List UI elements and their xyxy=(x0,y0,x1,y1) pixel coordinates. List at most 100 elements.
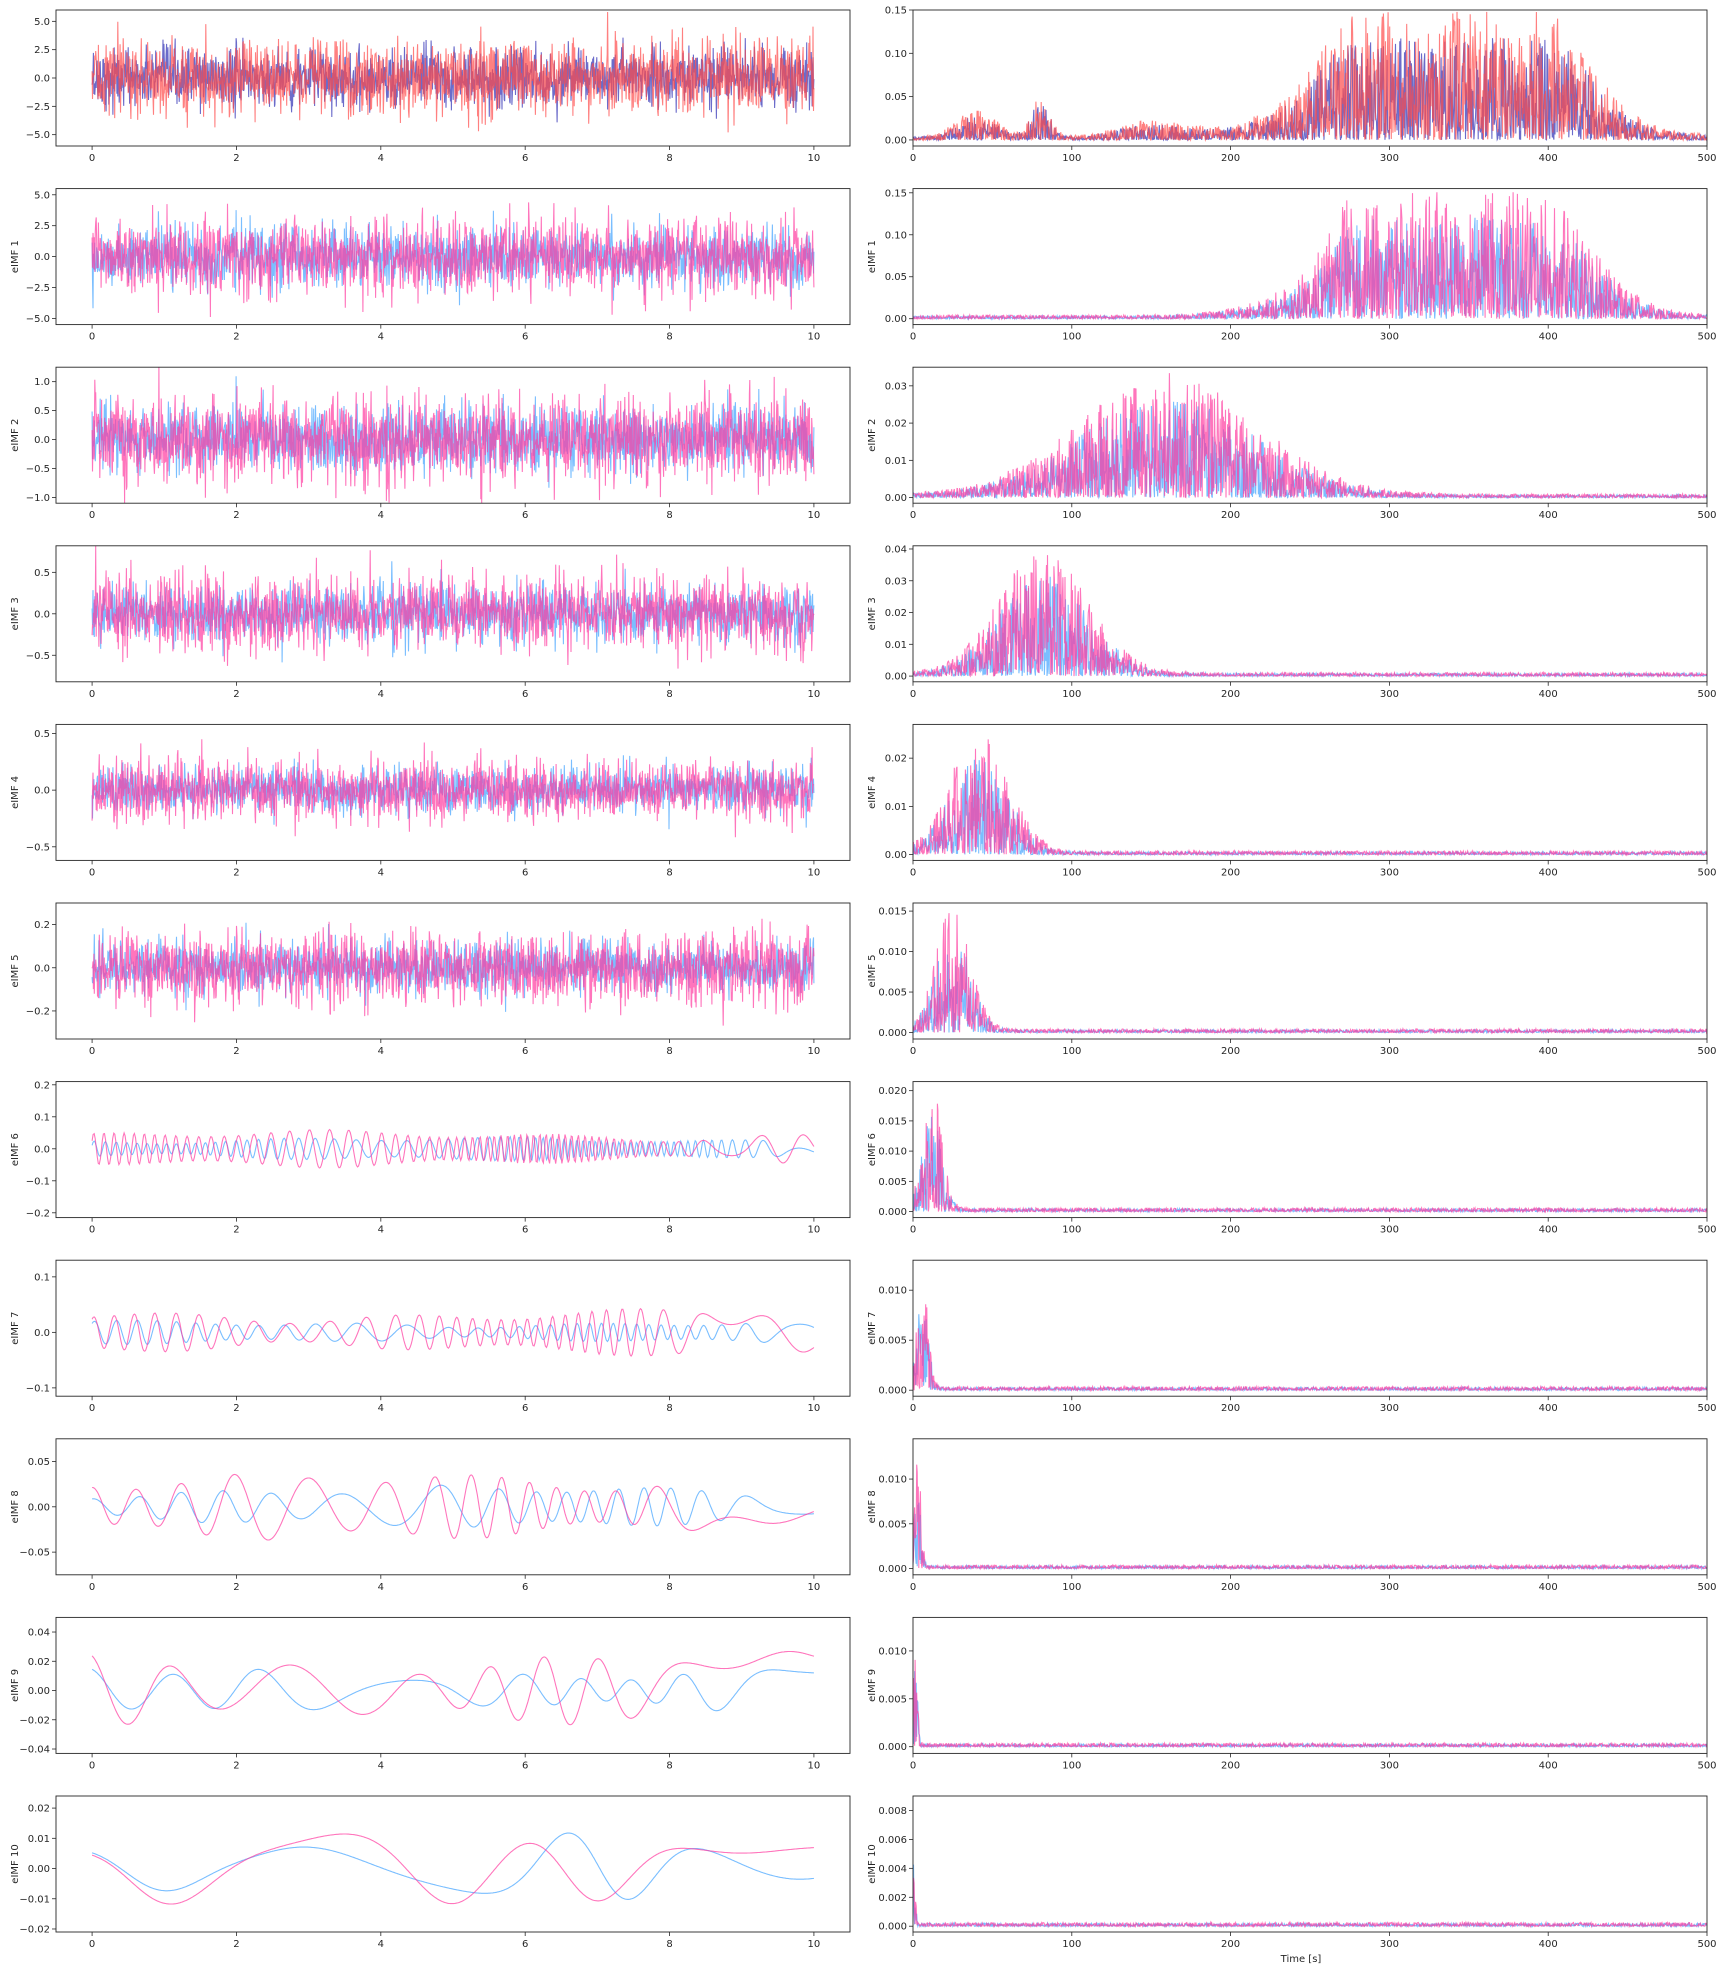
y-tick-label: 0.000 xyxy=(878,1386,907,1397)
axes-frame xyxy=(912,1438,1708,1576)
x-tick-label: 0 xyxy=(89,1046,95,1057)
x-tick-label: 200 xyxy=(1221,153,1240,164)
x-tick-label: 10 xyxy=(808,153,821,164)
x-tick-label: 100 xyxy=(1062,153,1081,164)
y-axis-label: eIMF 1 xyxy=(10,240,21,273)
y-tick-label: −0.05 xyxy=(19,1548,50,1559)
x-tick-label: 0 xyxy=(89,1760,95,1771)
x-tick-label: 8 xyxy=(666,1582,672,1593)
subplot-5-0: 0 2 4 6 8 10 −0.2 0.0 0.2 eIMF 5 xyxy=(10,902,851,1057)
x-tick-label: 4 xyxy=(378,1939,384,1950)
x-tick-label: 500 xyxy=(1697,1760,1716,1771)
x-tick-label: 400 xyxy=(1539,1582,1558,1593)
y-tick-label: 0.04 xyxy=(28,1628,50,1639)
y-tick-label: 0.008 xyxy=(878,1806,907,1817)
series-line-1 xyxy=(91,11,815,133)
y-tick-label: 0.00 xyxy=(28,1502,50,1513)
y-axis-label: eIMF 8 xyxy=(867,1490,878,1523)
y-tick-label: 0.000 xyxy=(878,1922,907,1933)
x-tick-label: 4 xyxy=(378,1225,384,1236)
series-line-1 xyxy=(913,373,1707,500)
x-tick-label: 200 xyxy=(1221,332,1240,343)
x-tick-label: 6 xyxy=(522,867,528,878)
x-tick-label: 10 xyxy=(808,1939,821,1950)
x-tick-label: 2 xyxy=(233,689,239,700)
x-tick-label: 2 xyxy=(233,510,239,521)
series-line-1 xyxy=(913,555,1707,679)
y-tick-label: −0.5 xyxy=(26,464,50,475)
axes-frame xyxy=(912,1795,1708,1933)
x-tick-label: 0 xyxy=(910,332,916,343)
x-tick-label: 0 xyxy=(89,510,95,521)
y-tick-label: 0.005 xyxy=(878,1694,907,1705)
x-tick-label: 400 xyxy=(1539,1225,1558,1236)
series-line-0 xyxy=(91,1668,814,1712)
x-tick-label: 500 xyxy=(1697,510,1716,521)
y-tick-label: 0.0 xyxy=(34,435,50,446)
y-axis-label: eIMF 6 xyxy=(10,1133,21,1166)
subplot-9-1: 0 100 200 300 400 500 0.000 0.005 0.010 eIMF 9 xyxy=(867,1616,1717,1771)
y-tick-label: 0.020 xyxy=(878,1086,907,1097)
subplot-3-0: 0 2 4 6 8 10 −0.5 0.0 0.5 eIMF 3 xyxy=(10,545,851,700)
x-tick-label: 200 xyxy=(1221,1760,1240,1771)
x-tick-label: 4 xyxy=(378,1046,384,1057)
x-tick-label: 0 xyxy=(89,867,95,878)
axes-frame xyxy=(55,902,851,1040)
y-tick-label: 0.05 xyxy=(885,92,907,103)
series-line-1 xyxy=(913,913,1707,1035)
y-tick-label: 0.000 xyxy=(878,1742,907,1753)
x-tick-label: 2 xyxy=(233,153,239,164)
x-tick-label: 4 xyxy=(378,510,384,521)
x-tick-label: 0 xyxy=(89,689,95,700)
y-tick-label: 0.1 xyxy=(34,1272,50,1283)
y-tick-label: 0.02 xyxy=(885,419,907,430)
x-tick-label: 400 xyxy=(1539,1403,1558,1414)
axes-frame xyxy=(55,1081,851,1219)
subplot-9-0: 0 2 4 6 8 10 −0.04 −0.02 0.00 0.02 0.04 eIMF 9 xyxy=(10,1616,851,1771)
subplot-4-1: 0 100 200 300 400 500 0.00 0.01 0.02 eIMF 4 xyxy=(867,723,1717,878)
time-axis-label: Time [s] xyxy=(1280,1954,1322,1965)
y-axis-label: eIMF 4 xyxy=(867,776,878,809)
series-line-0 xyxy=(91,1832,814,1900)
axes-frame xyxy=(55,1438,851,1576)
x-tick-label: 300 xyxy=(1380,1939,1399,1950)
y-tick-label: 1.0 xyxy=(34,377,50,388)
x-tick-label: 400 xyxy=(1539,332,1558,343)
x-tick-label: 400 xyxy=(1539,1939,1558,1950)
x-tick-label: 2 xyxy=(233,1939,239,1950)
y-tick-label: 0.0 xyxy=(34,1328,50,1339)
y-tick-label: −0.2 xyxy=(26,1006,50,1017)
x-tick-label: 6 xyxy=(522,153,528,164)
axes-frame xyxy=(912,723,1708,861)
x-tick-label: 6 xyxy=(522,332,528,343)
x-tick-label: 300 xyxy=(1380,1403,1399,1414)
x-tick-label: 2 xyxy=(233,1046,239,1057)
y-tick-label: 0.00 xyxy=(885,850,907,861)
axes-frame xyxy=(912,1081,1708,1219)
series-line-1 xyxy=(91,739,815,838)
y-tick-label: 5.0 xyxy=(34,190,50,201)
x-tick-label: 4 xyxy=(378,1582,384,1593)
y-tick-label: −0.02 xyxy=(19,1924,50,1935)
y-axis-label: eIMF 10 xyxy=(867,1844,878,1883)
x-tick-label: 6 xyxy=(522,689,528,700)
series-line-0 xyxy=(913,1116,1707,1214)
x-tick-label: 0 xyxy=(910,1939,916,1950)
y-tick-label: −0.02 xyxy=(19,1715,50,1726)
x-tick-label: 300 xyxy=(1380,153,1399,164)
x-tick-label: 100 xyxy=(1062,332,1081,343)
axes-frame xyxy=(912,545,1708,683)
y-tick-label: 0.000 xyxy=(878,1028,907,1039)
y-tick-label: 0.010 xyxy=(878,1147,907,1158)
x-tick-label: 10 xyxy=(808,1582,821,1593)
series-line-0 xyxy=(913,1502,1707,1571)
y-tick-label: 2.5 xyxy=(34,45,50,56)
x-tick-label: 100 xyxy=(1062,1046,1081,1057)
y-tick-label: 0.5 xyxy=(34,406,50,417)
x-tick-label: 2 xyxy=(233,1403,239,1414)
y-tick-label: 0.010 xyxy=(878,1286,907,1297)
x-tick-label: 400 xyxy=(1539,689,1558,700)
axes-frame xyxy=(912,9,1708,147)
